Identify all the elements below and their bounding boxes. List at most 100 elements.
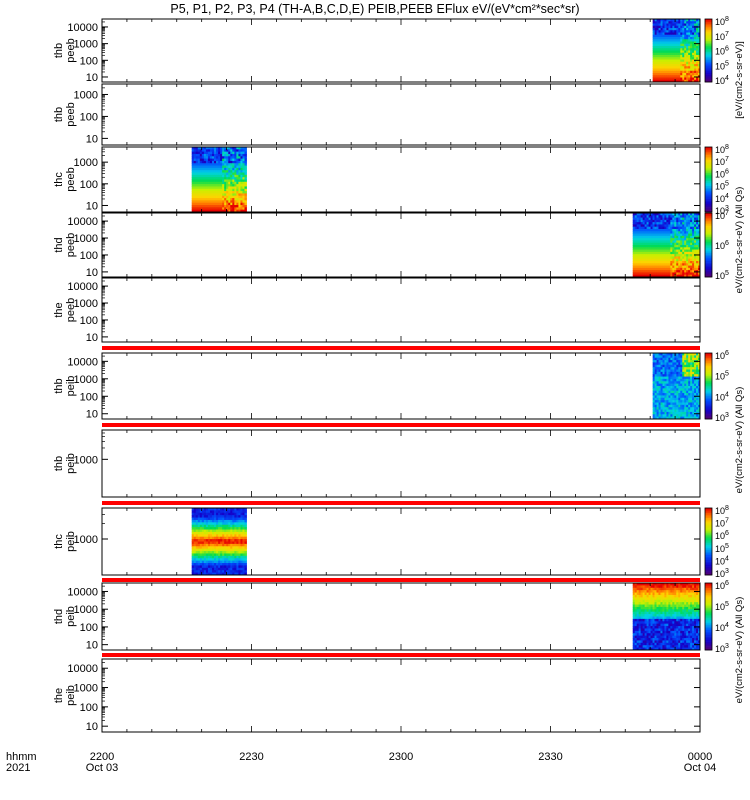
y-tick-label: 10000 [67,586,98,598]
colorbar: 104 105 106 107 108 [704,16,729,86]
colorbar-cell [705,176,712,179]
colorbar-cell [705,262,712,265]
colorbar-cell [705,41,712,43]
colorbar-cell [705,267,712,270]
panel-label-probe: thc [53,534,65,549]
colorbar-cell [705,364,712,367]
colorbar-cell [705,616,712,619]
colorbar-tick-label: 104 [715,75,729,86]
colorbar-cell [705,31,712,34]
colorbar-tick-label: 105 [715,181,729,192]
y-tick-label: 10000 [67,22,98,34]
colorbar-cell [705,534,712,537]
colorbar-cell [705,20,712,23]
colorbar-cell [705,526,712,529]
colorbar-cell [705,376,712,379]
colorbar-cell [705,353,712,355]
colorbar-cell [705,583,712,585]
colorbar-cell [705,251,712,254]
colorbar-cell [705,568,712,571]
colorbar: 105 106 107 [704,210,729,281]
y-tick-label: 10 [86,200,98,212]
colorbar-cell [705,367,712,370]
y-tick-label: 1000 [74,89,98,101]
colorbar-cell [705,227,712,230]
colorbar-cell [705,518,712,521]
colorbar-cell [705,187,712,190]
colorbar-cell [705,509,712,512]
separator-band [102,346,700,350]
colorbar-cell [705,528,712,531]
colorbar-tick-label: 106 [715,580,729,591]
colorbar-cell [705,230,712,233]
y-tick-label: 10 [86,332,98,344]
colorbar-cell [705,80,712,83]
colorbar-unit-label: eV/(cm2-s-sr-eV) (All Qs) [734,597,745,704]
colorbar-cell [705,214,712,217]
y-tick-label: 100 [80,55,98,67]
colorbar-cell [705,74,712,76]
colorbar-cell [705,553,712,556]
colorbar-cell [705,417,712,420]
colorbar-cell [705,381,712,383]
panel-label-product: peeb [65,38,77,62]
spectrogram-block [191,508,247,576]
colorbar-cell [705,22,712,25]
panel-frame [101,277,701,343]
panel-label-product: peib [65,376,77,397]
colorbar-cell [705,628,712,631]
colorbar-cell [705,519,712,522]
panel-label-probe: thd [53,609,65,624]
colorbar-cell [705,543,712,546]
colorbar-cell [705,53,712,56]
colorbar-cell [705,571,712,574]
colorbar-cell [705,584,712,587]
colorbar-cell [705,377,712,380]
colorbar-cell [705,387,712,390]
colorbar-cell [705,624,712,627]
colorbar-cell [705,414,712,416]
panel-label-probe: thb [53,456,65,471]
colorbar-cell [705,529,712,532]
colorbar-cell [705,539,712,542]
panel-the_peib: the peib [53,658,701,733]
colorbar-tick-label: 104 [715,555,729,566]
colorbar-frame [704,352,713,420]
colorbar-cell [705,238,712,241]
colorbar-cell [705,177,712,180]
colorbar-cell [705,551,712,554]
colorbar-cell [705,591,712,594]
colorbar-cell [705,153,712,156]
colorbar-cell [705,618,712,621]
y-tick-label: 10000 [67,216,98,228]
panel-thd_peeb: thd peeb 105 106 107 [53,210,729,281]
colorbar-cell [705,514,712,517]
colorbar-cell [705,45,712,48]
colorbar-cell [705,598,712,601]
y-tick-label: 100 [80,391,98,403]
colorbar-cell [705,202,712,205]
colorbar-cell [705,26,712,29]
colorbar-cell [705,384,712,387]
colorbar-cell [705,208,712,211]
colorbar-cell [705,195,712,198]
colorbar-cell [705,626,712,629]
colorbar-cell [705,546,712,549]
colorbar-cell [705,189,712,192]
colorbar-cell [705,521,712,524]
spectrogram-block [652,19,701,83]
separator-band [102,501,700,505]
colorbar-cell [705,400,712,403]
colorbar-cell [705,369,712,372]
colorbar-cell [705,634,712,637]
y-tick-label: 100 [80,111,98,123]
colorbar-cell [705,646,712,649]
colorbar-cell [705,354,712,357]
colorbar-cell [705,270,712,273]
colorbar-cell [705,613,712,616]
spectrogram-block [632,583,701,651]
colorbar-cell [705,58,712,61]
